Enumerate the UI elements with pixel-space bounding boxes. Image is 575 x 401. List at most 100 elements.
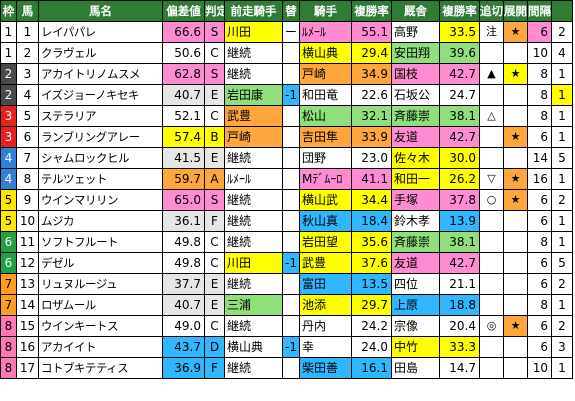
horse-name: テルツェット [38,168,163,190]
header-waku: 枠 [0,0,17,22]
stable-name: 石坂公 [391,84,440,106]
horse-number: 12 [16,252,39,274]
score-value: 36.1 [162,210,205,232]
extra-value: 1 [551,231,573,253]
prev-jockey: 川田 [224,21,283,43]
jockey-rate: 18.4 [351,210,392,232]
jockey-name: 池添 [299,294,352,316]
jockey-rate: 16.1 [351,357,392,379]
stable-rate: 18.8 [439,294,480,316]
horse-number: 17 [16,357,39,379]
grade-value: E [204,84,225,106]
extra-value: 2 [551,273,573,295]
pace-mark [503,147,528,169]
workout-mark: △ [479,105,504,127]
horse-name: リュヌルージュ [38,273,163,295]
table-row: 6 11 ソフトフルート 49.8 C 継続 岩田望 35.6 斉藤崇 38.1 8 1 [0,231,573,253]
prev-jockey: 継続 [224,273,283,295]
grade-value: E [204,147,225,169]
pace-mark [503,336,528,358]
header-workout: 追切 [479,0,504,22]
workout-mark [479,231,504,253]
extra-value: 1 [551,168,573,190]
stable-name: 手塚 [391,189,440,211]
grade-value: C [204,42,225,64]
horse-number: 6 [16,126,39,148]
header-prev-jockey: 前走騎手 [224,0,283,22]
jockey-rate: 13.5 [351,273,392,295]
workout-mark [479,84,504,106]
stable-name: 鈴木孝 [391,210,440,232]
score-value: 36.9 [162,357,205,379]
extra-value: 5 [551,147,573,169]
score-value: 66.6 [162,21,205,43]
table-row: 1 2 クラヴェル 50.6 C 継続 横山典 29.4 安田翔 39.6 10 4 [0,42,573,64]
jockey-name: 吉田隼 [299,126,352,148]
stable-name: 友道 [391,252,440,274]
waku-cell: 4 [0,168,17,190]
horse-name: レイパパレ [38,21,163,43]
jockey-rate: 22.6 [351,84,392,106]
workout-mark [479,147,504,169]
jockey-change [282,315,300,337]
jockey-name: 横山武 [299,189,352,211]
horse-number: 5 [16,105,39,127]
header-jockey: 騎手 [299,0,352,22]
table-row: 3 6 ランブリングアレー 57.4 B 戸崎 吉田隼 33.9 友道 42.7 ★ 6 1 [0,126,573,148]
interval-value: 6 [527,252,552,274]
grade-value: C [204,105,225,127]
stable-rate: 42.7 [439,126,480,148]
table-row: 8 15 ウインキートス 49.0 C 継続 丹内 24.2 宗像 20.4 ◎ ★ 6 2 [0,315,573,337]
waku-cell: 8 [0,336,17,358]
horse-number: 7 [16,147,39,169]
jockey-rate: 34.9 [351,63,392,85]
stable-rate: 30.0 [439,147,480,169]
horse-name: ムジカ [38,210,163,232]
horse-number: 14 [16,294,39,316]
extra-value: 1 [551,84,573,106]
workout-mark [479,210,504,232]
grade-value: E [204,273,225,295]
race-table: 枠馬馬名偏差値判定前走騎手替騎手複勝率厩舎複勝率追切展開間隔 11レイパパレ66… [0,0,573,379]
workout-mark [479,336,504,358]
stable-rate: 24.7 [439,84,480,106]
jockey-rate: 23.0 [351,147,392,169]
table-row: 6 12 デゼル 49.8 C 川田 -1 武豊 37.6 友道 42.7 6 5 [0,252,573,274]
jockey-rate: 37.6 [351,252,392,274]
workout-mark [479,294,504,316]
score-value: 57.4 [162,126,205,148]
stable-name: 宗像 [391,315,440,337]
interval-value: 6 [527,21,552,43]
jockey-change [282,294,300,316]
stable-name: 上原 [391,294,440,316]
extra-value: 1 [551,63,573,85]
stable-rate: 37.8 [439,189,480,211]
jockey-name: 武豊 [299,252,352,274]
jockey-name: 団野 [299,147,352,169]
stable-rate: 38.1 [439,231,480,253]
horse-name: ロザムール [38,294,163,316]
score-value: 40.7 [162,294,205,316]
extra-value: 1 [551,126,573,148]
prev-jockey: ﾙﾒｰﾙ [224,168,283,190]
jockey-change: ー [282,21,300,43]
prev-jockey: 継続 [224,357,283,379]
stable-name: 安田翔 [391,42,440,64]
stable-rate: 13.9 [439,210,480,232]
horse-number: 10 [16,210,39,232]
table-row: 1 1 レイパパレ 66.6 S 川田ーﾙﾒｰﾙ 55.1 高野 33.5 注 ★ 6 2 [0,21,573,43]
interval-value: 10 [527,357,552,379]
prev-jockey: 継続 [224,147,283,169]
jockey-change [282,147,300,169]
interval-value: 6 [527,126,552,148]
extra-value: 1 [551,210,573,232]
workout-mark [479,357,504,379]
stable-name: 中竹 [391,336,440,358]
jockey-change [282,189,300,211]
prev-jockey: 継続 [224,42,283,64]
horse-name: シャムロックヒル [38,147,163,169]
table-header: 枠馬馬名偏差値判定前走騎手替騎手複勝率厩舎複勝率追切展開間隔 [0,0,573,22]
pace-mark [503,105,528,127]
score-value: 49.8 [162,231,205,253]
stable-name: 佐々木 [391,147,440,169]
